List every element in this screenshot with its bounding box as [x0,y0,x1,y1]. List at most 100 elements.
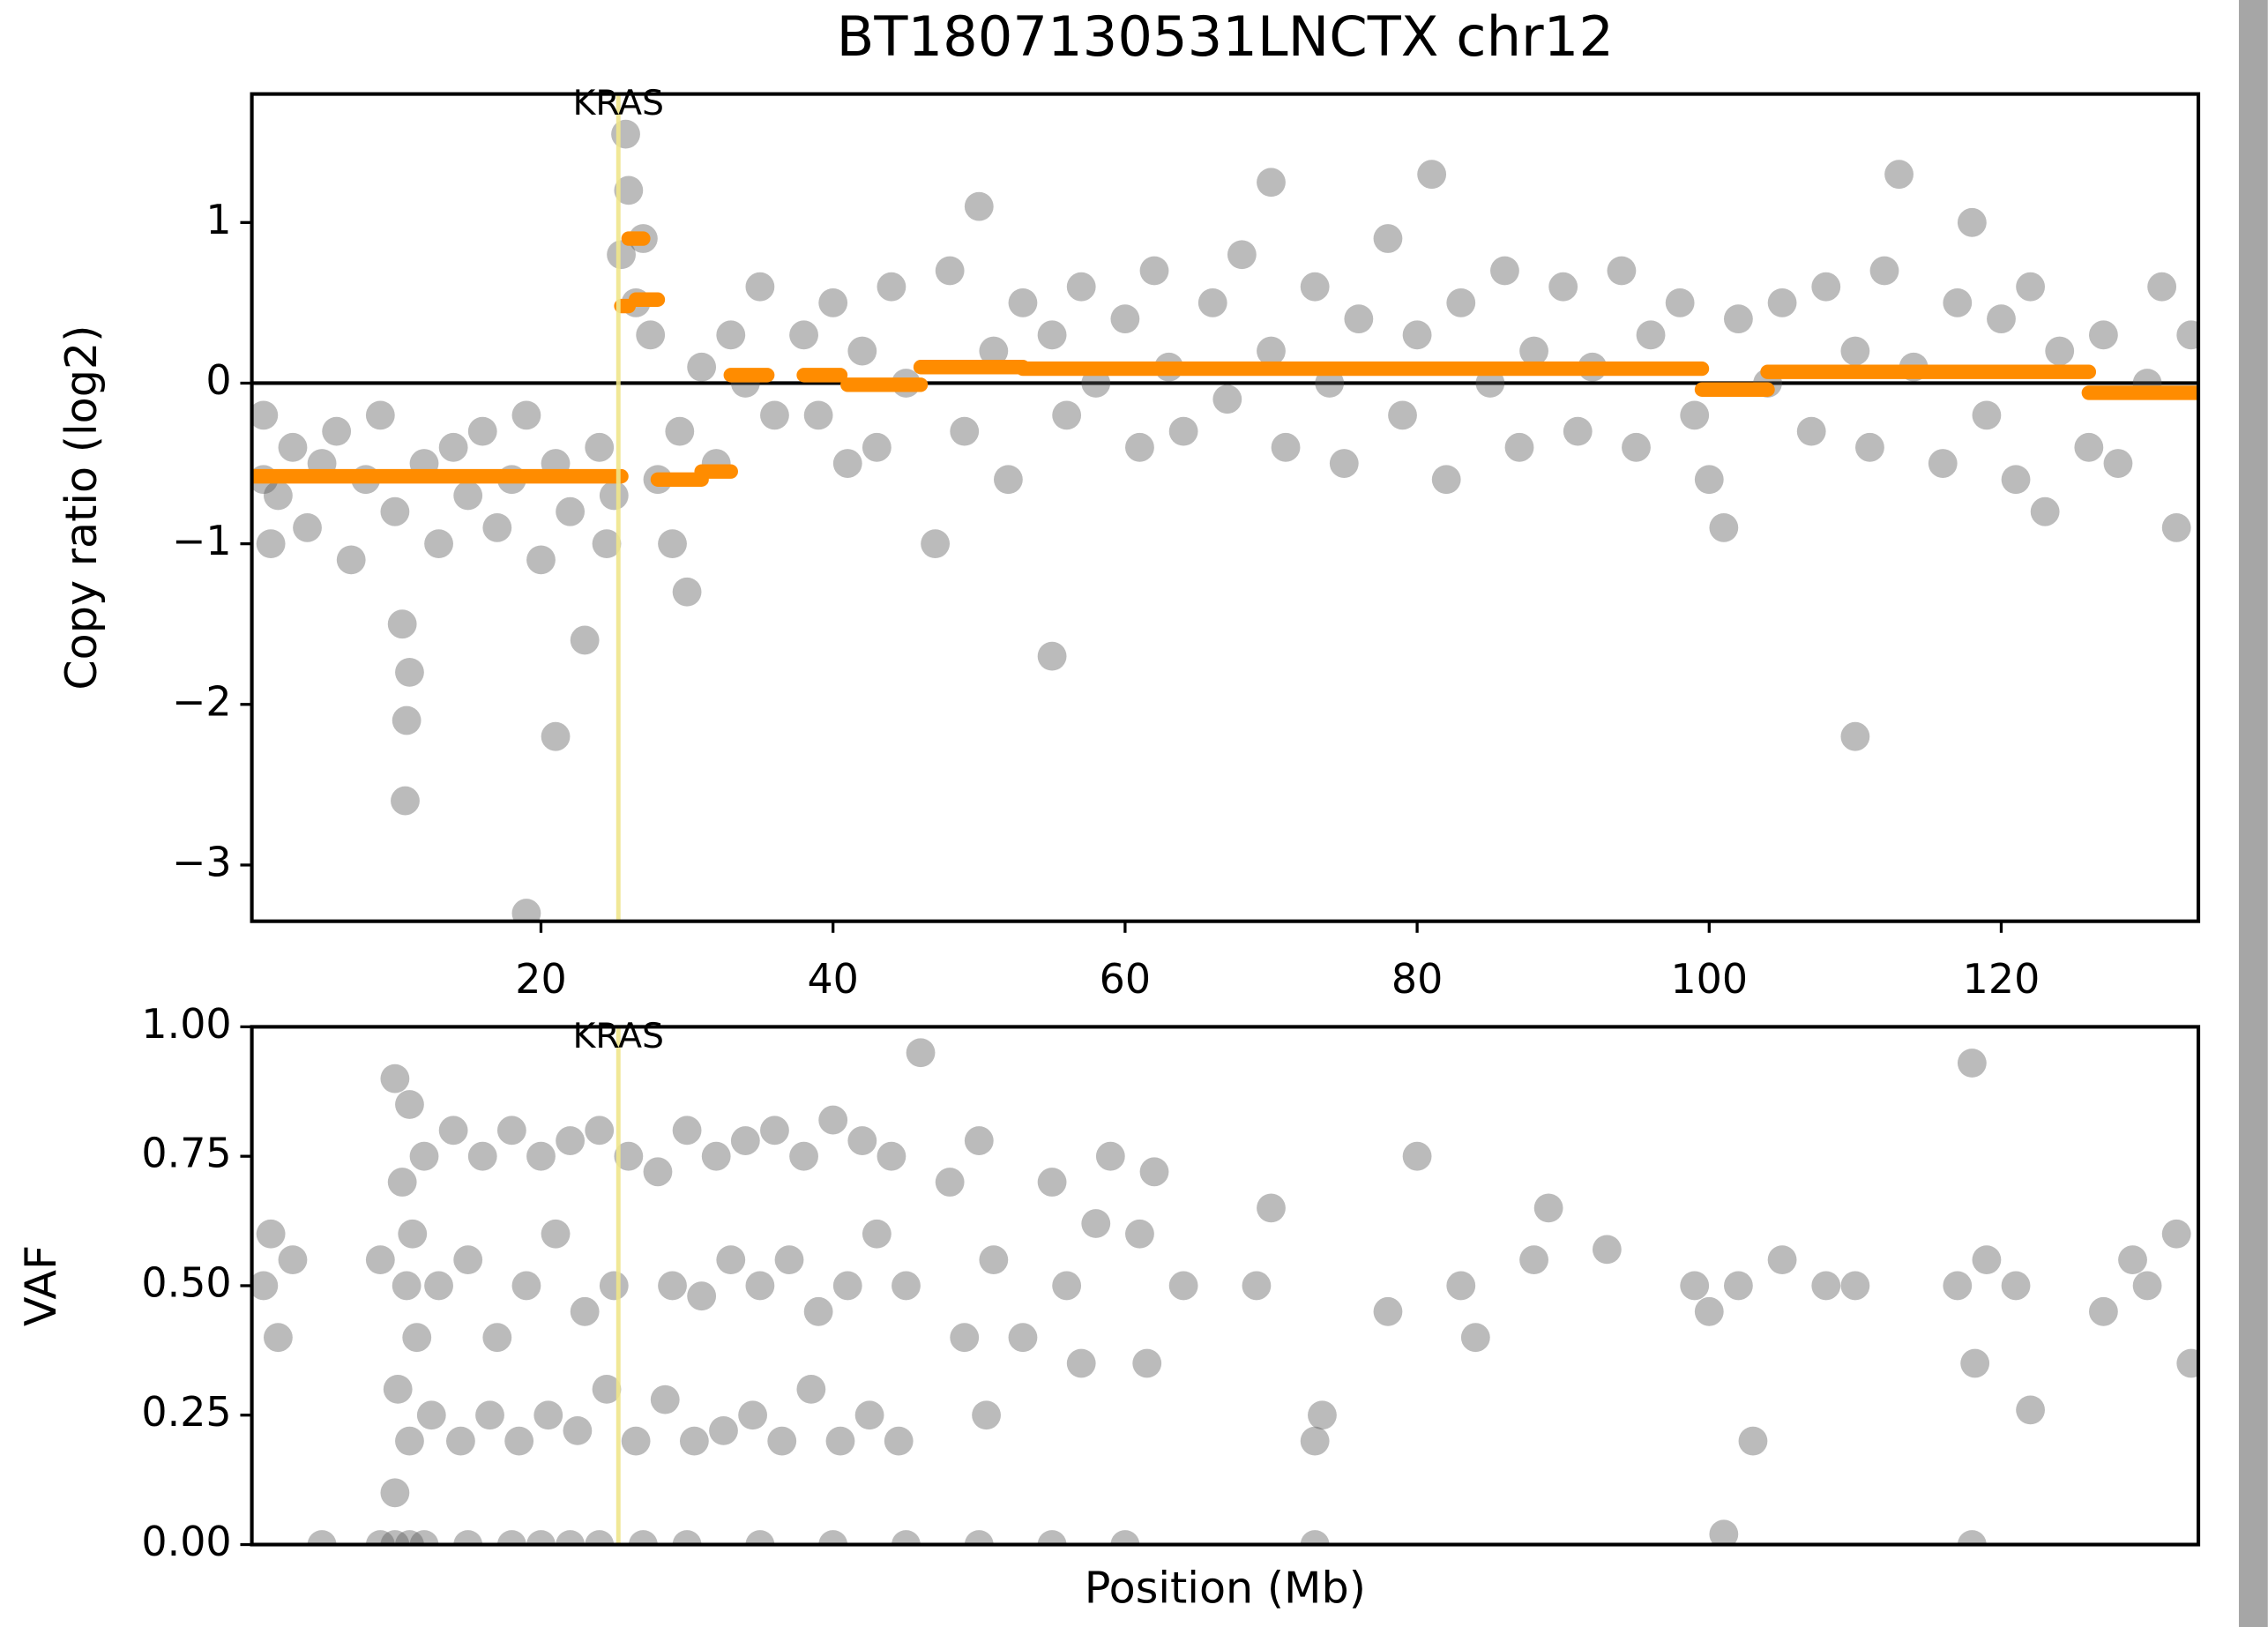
data-point [1519,336,1548,366]
data-point [1840,336,1870,366]
data-point [1957,1530,1987,1545]
data-point [1592,1235,1622,1265]
data-point [672,577,702,607]
data-point [1373,1296,1403,1326]
x-tick-label: 40 [807,955,858,1003]
data-point [453,1530,483,1545]
data-point [964,1530,994,1545]
data-point [884,1426,914,1456]
data-point [1709,513,1739,542]
scrollbar[interactable] [2238,0,2268,1627]
data-point [2016,1395,2046,1425]
data-point [1052,1271,1082,1301]
data-point [964,191,994,221]
data-point [1431,465,1461,495]
data-point [1504,432,1534,462]
data-point [1533,1193,1563,1223]
data-point [383,1374,413,1404]
data-point [767,1426,797,1456]
data-point [380,496,410,526]
data-point [438,432,468,462]
data-point [658,1271,687,1301]
data-point [392,705,422,735]
data-point [1622,432,1651,462]
data-point [1037,641,1067,671]
data-point [1694,1296,1724,1326]
data-point [650,1384,680,1414]
data-point [409,1530,439,1545]
data-point [1388,400,1417,430]
data-point [701,1141,731,1171]
data-point [745,272,775,302]
data-point [585,432,615,462]
data-point [2118,1245,2147,1275]
data-point [1008,1323,1038,1353]
data-point [818,1530,848,1545]
data-point [402,1323,432,1353]
data-point [614,175,644,205]
data-point [847,1126,877,1155]
data-point [336,545,366,575]
data-point [475,1400,504,1430]
x-tick-label: 20 [515,955,566,1003]
y-tick-label: 0.50 [141,1258,231,1306]
data-point [825,1426,855,1456]
data-point [1329,449,1359,478]
data-point [1519,1245,1548,1275]
data-point [409,1141,439,1171]
data-point [599,481,629,511]
plot-area [251,1038,2199,1545]
data-point [1066,272,1096,302]
data-point [2074,432,2104,462]
data-point [322,416,352,446]
data-point [365,1245,395,1275]
data-point [862,1219,892,1249]
data-point [570,1296,600,1326]
data-point [2176,320,2199,350]
data-point [467,1141,497,1171]
data-point [1344,304,1374,334]
data-point [1665,287,1695,317]
data-point [892,1530,921,1545]
y-tick-label: 0.00 [141,1518,231,1565]
data-point [611,119,640,149]
data-point [672,1530,702,1545]
data-point [1636,320,1666,350]
data-point [803,1296,833,1326]
data-point [2132,1271,2162,1301]
y-tick-label: 0.75 [141,1130,231,1177]
data-point [1724,1271,1753,1301]
data-point [709,1415,738,1445]
data-point [1490,256,1519,286]
x-tick-label: 120 [1963,955,2040,1003]
data-point [1037,1530,1067,1545]
data-point [607,240,636,270]
data-point [482,513,512,542]
data-point [526,1141,556,1171]
data-point [1796,416,1826,446]
x-tick-label: 80 [1391,955,1443,1003]
data-point [398,1219,428,1249]
data-point [672,1116,702,1146]
data-point [1308,1400,1337,1430]
data-point [621,1426,651,1456]
data-point [1460,1323,1490,1353]
data-point [1957,1049,1987,1078]
data-point [1139,1157,1169,1187]
data-point [424,529,453,559]
data-point [892,1271,921,1301]
data-point [774,1245,804,1275]
data-point [482,1323,512,1353]
y-tick-label: −1 [172,517,232,564]
data-point [1446,287,1476,317]
data-point [665,416,695,446]
data-point [380,1478,410,1508]
data-point [1811,272,1841,302]
data-point [1125,1219,1154,1249]
data-point [803,400,833,430]
data-point [541,721,571,751]
data-point [2161,1219,2191,1249]
data-point [1212,384,1242,414]
data-point [1402,320,1432,350]
